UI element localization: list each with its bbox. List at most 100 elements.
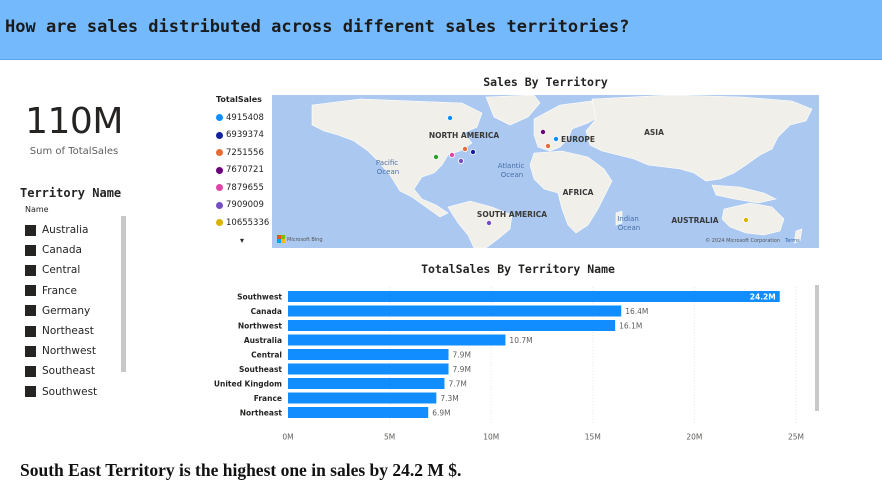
legend-item[interactable]: 7909009: [216, 197, 269, 215]
category-label: Northeast: [240, 409, 283, 418]
slicer-item-label: France: [42, 284, 77, 297]
legend-item[interactable]: 6939374: [216, 127, 269, 145]
map-point-canada[interactable]: [469, 149, 476, 156]
x-tick-label: 20M: [686, 433, 702, 442]
checkbox[interactable]: [25, 285, 36, 297]
map-point-southeast[interactable]: [457, 158, 464, 165]
bar[interactable]: [288, 407, 429, 418]
region-label-north-america: NORTH AMERICA: [429, 131, 500, 140]
legend-label: 7251556: [226, 147, 264, 158]
category-label: France: [254, 394, 282, 403]
slicer-item-germany[interactable]: Germany: [25, 301, 121, 321]
slicer-item-label: Southwest: [42, 385, 98, 398]
slicer-item-southeast[interactable]: Southeast: [25, 361, 121, 381]
australia-shape: [721, 202, 785, 236]
bar-chart-scrollbar[interactable]: [815, 285, 819, 411]
map-terms-link[interactable]: Terms: [784, 238, 800, 244]
slicer-item-france[interactable]: France: [25, 281, 121, 301]
madagascar-shape: [615, 210, 623, 226]
slicer-item-label: Northeast: [42, 325, 94, 338]
slicer-item-central[interactable]: Central: [25, 260, 121, 280]
slicer-item-label: Australia: [42, 224, 89, 237]
bar[interactable]: [288, 320, 616, 331]
insight-text: South East Territory is the highest one …: [20, 460, 462, 480]
north-america-shape: [311, 98, 483, 218]
map-point-northeast[interactable]: [461, 146, 468, 153]
legend-dot: [216, 184, 223, 192]
legend-label: 10655336: [226, 217, 270, 228]
map-point-southwest[interactable]: [432, 154, 439, 161]
slicer-item-northwest[interactable]: Northwest: [25, 341, 121, 361]
southeast-asia-shape: [711, 184, 777, 204]
map-point-united-kingdom[interactable]: [539, 129, 546, 136]
slicer-column-label: Name: [25, 205, 49, 214]
checkbox[interactable]: [25, 244, 36, 256]
slicer-item-canada[interactable]: Canada: [25, 240, 121, 260]
slicer-item-northeast[interactable]: Northeast: [25, 321, 121, 341]
bar[interactable]: [288, 334, 506, 346]
legend-item[interactable]: 4915408: [216, 109, 269, 127]
category-label: Canada: [251, 307, 282, 316]
slicer-item-australia[interactable]: Australia: [25, 220, 121, 240]
slicer-scrollbar[interactable]: [121, 216, 126, 372]
checkbox[interactable]: [25, 264, 36, 276]
category-label: Central: [251, 351, 282, 360]
legend-label: 7879655: [226, 182, 264, 193]
data-label: 16.4M: [625, 307, 648, 316]
region-label-australia: AUSTRALIA: [671, 216, 718, 225]
legend-item[interactable]: 7251556: [216, 144, 269, 162]
bar-chart-title: TotalSales By Territory Name: [421, 262, 615, 276]
data-label: 7.9M: [453, 351, 471, 360]
territory-map[interactable]: NORTH AMERICA EUROPE ASIA AFRICA SOUTH A…: [272, 95, 819, 248]
slicer-item-label: Canada: [42, 244, 82, 257]
region-label-africa: AFRICA: [563, 188, 594, 197]
bar[interactable]: [288, 305, 622, 317]
legend-dot: [216, 219, 223, 227]
europe-shape: [533, 100, 603, 152]
bar[interactable]: [288, 392, 437, 404]
checkbox[interactable]: [25, 325, 36, 337]
territory-slicer: Australia Canada Central France Germany …: [25, 220, 121, 402]
legend-item[interactable]: 7879655: [216, 179, 269, 197]
bar[interactable]: [288, 363, 449, 375]
bar[interactable]: [288, 378, 445, 389]
map-point-brazil[interactable]: [485, 220, 492, 227]
data-label: 6.9M: [432, 409, 450, 418]
kpi-card[interactable]: 110M Sum of TotalSales: [0, 100, 148, 157]
bar-chart[interactable]: 0M 5M 10M 15M 20M 25M Southwest 24.2M Canada 16.4…: [210, 282, 822, 442]
africa-shape: [529, 150, 613, 234]
map-point-northwest[interactable]: [446, 114, 453, 121]
checkbox[interactable]: [25, 345, 36, 357]
map-point-australia[interactable]: [742, 217, 749, 224]
kpi-label: Sum of TotalSales: [29, 146, 119, 157]
checkbox[interactable]: [25, 224, 36, 236]
category-label: Northwest: [238, 322, 283, 331]
data-label: 7.3M: [440, 394, 458, 403]
map-point-france[interactable]: [544, 143, 551, 150]
legend-item[interactable]: 7670721: [216, 162, 269, 180]
new-zealand-shape: [793, 228, 803, 244]
checkbox[interactable]: [25, 365, 36, 377]
legend-dot: [216, 131, 223, 139]
checkbox[interactable]: [25, 305, 36, 317]
legend-more-arrow[interactable]: ▾: [240, 236, 245, 245]
map-point-central[interactable]: [448, 152, 455, 159]
checkbox[interactable]: [25, 386, 36, 398]
bar[interactable]: [288, 349, 449, 360]
page-title: How are sales distributed across differe…: [5, 17, 630, 37]
region-label-europe: EUROPE: [561, 135, 595, 144]
data-label: 10.7M: [509, 336, 532, 345]
category-label: Australia: [244, 336, 282, 345]
bar[interactable]: [288, 291, 780, 302]
data-label: 16.1M: [619, 322, 642, 331]
map-point-germany[interactable]: [552, 136, 559, 143]
legend-label: 4915408: [226, 112, 264, 123]
slicer-item-label: Germany: [42, 304, 91, 317]
slicer-item-southwest[interactable]: Southwest: [25, 382, 121, 402]
category-label: Southwest: [237, 293, 282, 302]
bing-logo: Microsoft Bing: [277, 235, 323, 243]
map-title: Sales By Territory: [483, 75, 608, 89]
ocean-label-indian-2: Ocean: [618, 224, 640, 232]
legend-item[interactable]: 10655336: [216, 214, 269, 232]
region-label-asia: ASIA: [644, 128, 664, 137]
